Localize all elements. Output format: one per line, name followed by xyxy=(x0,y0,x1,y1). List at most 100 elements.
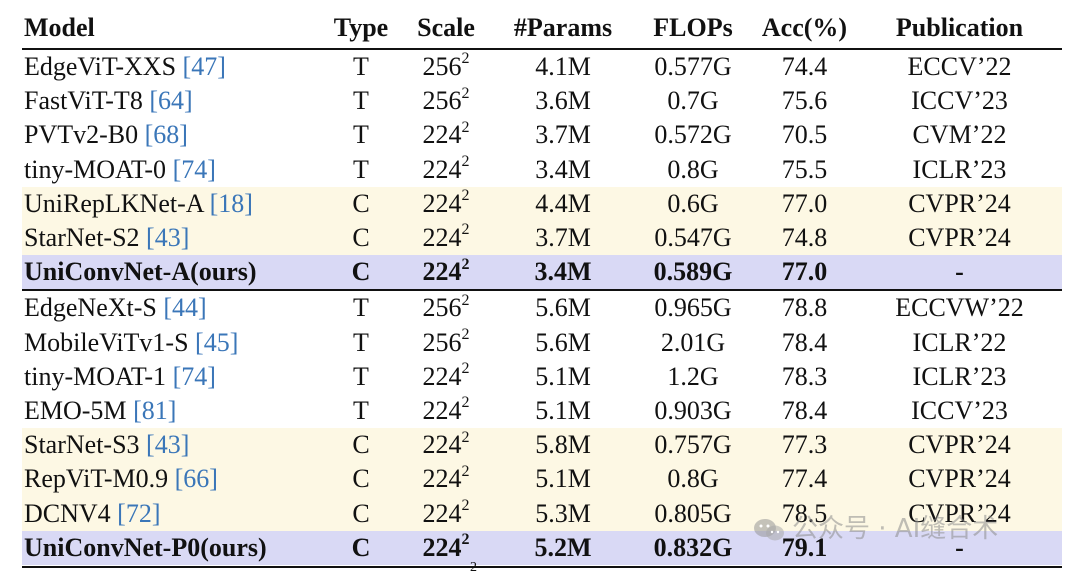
cell-flops: 0.589G xyxy=(634,255,752,291)
scale-exponent: 2 xyxy=(461,291,470,309)
model-name: UniRepLKNet-A xyxy=(24,188,204,218)
cell-flops: 0.832G xyxy=(634,530,752,565)
cell-scale: 2242 xyxy=(400,118,492,152)
cell-publication: ICLR’22 xyxy=(912,327,1007,357)
cell-scale: 2242 xyxy=(400,496,492,531)
table-row: EdgeNeXt-S [44] T 2562 5.6M 0.965G 78.8 ECCVW’… xyxy=(22,289,1062,326)
cell-scale: 2242 xyxy=(400,220,492,256)
scale-exponent: 2 xyxy=(461,153,470,170)
citation-link[interactable]: [47] xyxy=(182,52,226,82)
scale-exponent: 2 xyxy=(461,531,470,549)
cell-scale: 2562 xyxy=(400,326,492,360)
citation-link[interactable]: [45] xyxy=(195,327,239,357)
cell-model: StarNet-S3 [43] xyxy=(22,428,322,463)
header-flops: FLOPs xyxy=(634,8,752,50)
cell-params: 4.4M xyxy=(492,186,634,221)
cell-params: 5.1M xyxy=(535,395,591,425)
cell-scale: 2242 xyxy=(400,428,492,463)
scale-value: 224 xyxy=(422,464,462,494)
cell-publication: ICLR’23 xyxy=(912,361,1007,391)
cell-type: C xyxy=(322,255,400,291)
model-name: StarNet-S3 xyxy=(24,430,140,460)
model-name: UniConvNet-A(ours) xyxy=(24,257,257,287)
scale-value: 256 xyxy=(422,86,462,116)
table-row: UniConvNet-A(ours) C 2242 3.4M 0.589G 77.0- xyxy=(22,255,1062,291)
model-name: StarNet-S2 xyxy=(24,223,140,253)
cell-type: T xyxy=(353,327,369,357)
cell-flops: 0.572G xyxy=(654,120,732,150)
cell-flops: 0.547G xyxy=(634,220,752,256)
cell-acc: 75.5 xyxy=(781,154,828,184)
cell-scale: 2242 xyxy=(400,462,492,497)
table-row: StarNet-S2 [43] C 2242 3.7M 0.547G 74.8 CVPR’2… xyxy=(22,220,1062,256)
citation-link[interactable]: [68] xyxy=(144,120,188,150)
cell-params: 5.3M xyxy=(492,496,634,531)
citation-link[interactable]: [18] xyxy=(209,188,253,218)
cell-model: DCNV4 [72] xyxy=(22,496,322,531)
cell-flops: 0.6G xyxy=(634,186,752,221)
scale-exponent: 2 xyxy=(461,221,470,239)
cell-acc: 77.3 xyxy=(752,428,857,463)
citation-link[interactable]: [43] xyxy=(146,223,190,253)
cell-type: C xyxy=(322,496,400,531)
cell-publication: ECCV’22 xyxy=(907,52,1012,82)
scale-value: 224 xyxy=(422,532,462,562)
model-name: EdgeViT-XXS xyxy=(24,52,177,82)
model-name: tiny-MOAT-0 xyxy=(24,154,167,184)
table-row: StarNet-S3 [43] C 2242 5.8M 0.757G 77.3 CVPR’2… xyxy=(22,428,1062,463)
cell-model: EdgeNeXt-S [44] xyxy=(22,289,322,326)
citation-link[interactable]: [81] xyxy=(133,395,177,425)
cell-flops: 0.8G xyxy=(634,462,752,497)
table-row: tiny-MOAT-1 [74] T 2242 5.1M 1.2G 78.3 ICLR’23 xyxy=(22,360,1062,394)
cell-model: MobileViTv1-S [45] xyxy=(22,326,322,360)
cell-flops: 0.8G xyxy=(667,154,719,184)
model-name: RepViT-M0.9 xyxy=(24,464,169,494)
cell-acc: 74.8 xyxy=(752,220,857,256)
cell-type: C xyxy=(322,186,400,221)
cell-scale: 2242 xyxy=(400,153,492,187)
citation-link[interactable]: [43] xyxy=(146,430,190,460)
citation-link[interactable]: [72] xyxy=(117,498,161,528)
cell-scale: 2562 xyxy=(400,49,492,84)
cell-flops: 0.577G xyxy=(654,52,732,82)
citation-link[interactable]: [74] xyxy=(172,361,216,391)
cell-publication: ICCV’23 xyxy=(911,86,1008,116)
cell-params: 4.1M xyxy=(535,52,591,82)
cell-acc: 78.3 xyxy=(781,361,828,391)
table-row: FastViT-T8 [64] T 2562 3.6M 0.7G 75.6 ICCV’23 xyxy=(22,84,1062,118)
cell-type: T xyxy=(353,361,369,391)
table-body: EdgeViT-XXS [47] T 2562 4.1M 0.577G 74.4 ECCV’… xyxy=(22,49,1062,565)
citation-link[interactable]: [66] xyxy=(174,464,218,494)
scale-exponent: 2 xyxy=(461,118,470,136)
citation-link[interactable]: [74] xyxy=(172,154,216,184)
scale-value: 224 xyxy=(422,395,462,425)
cell-params: 5.6M xyxy=(492,289,634,326)
model-name: PVTv2-B0 xyxy=(24,120,139,150)
citation-link[interactable]: [64] xyxy=(149,86,193,116)
cell-scale: 2242 xyxy=(400,530,492,565)
cell-publication: CVPR’24 xyxy=(857,462,1062,497)
header-params: #Params xyxy=(492,8,634,50)
scale-value: 256 xyxy=(422,293,462,323)
cell-flops: 1.2G xyxy=(667,361,719,391)
table-row: UniConvNet-P0(ours) C 2242 5.2M 0.832G 79.1- xyxy=(22,530,1062,565)
cell-acc: 79.1 xyxy=(752,530,857,565)
cell-publication: ECCVW’22 xyxy=(857,289,1062,326)
scale-value: 224 xyxy=(422,430,462,460)
cell-model: UniRepLKNet-A [18] xyxy=(22,186,322,221)
header-scale: Scale xyxy=(400,8,492,50)
scale-exponent: 2 xyxy=(461,255,470,273)
citation-link[interactable]: [44] xyxy=(163,293,207,323)
scale-exponent: 2 xyxy=(461,394,470,412)
bottom-rule xyxy=(22,566,1062,568)
model-name: EMO-5M xyxy=(24,395,127,425)
scale-exponent: 2 xyxy=(461,84,470,102)
cell-scale: 2242 xyxy=(400,394,492,428)
cell-model: EMO-5M [81] xyxy=(22,394,322,428)
scale-exponent: 2 xyxy=(461,428,470,446)
cell-type: C xyxy=(322,530,400,565)
table-row: MobileViTv1-S [45] T 2562 5.6M 2.01G 78.4 ICLR… xyxy=(22,326,1062,360)
scale-value: 224 xyxy=(422,154,462,184)
table-row: PVTv2-B0 [68] T 2242 3.7M 0.572G 70.5 CVM’22 xyxy=(22,118,1062,152)
cell-params: 5.2M xyxy=(492,530,634,565)
